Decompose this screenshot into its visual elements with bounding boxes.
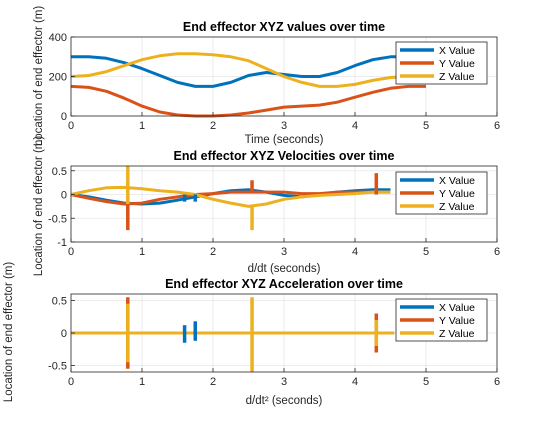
x-tick-label: 2 — [210, 246, 216, 258]
x-tick-label: 5 — [423, 376, 429, 388]
series-line-z-value — [70, 185, 391, 208]
legend-label: X Value — [439, 45, 475, 57]
x-tick-label: 2 — [210, 376, 216, 388]
x-tick-label: 6 — [494, 246, 500, 258]
x-tick-label: 4 — [352, 376, 358, 388]
y-tick-label: 0.5 — [52, 296, 67, 308]
y-tick-label: 0.5 — [52, 166, 67, 178]
x-tick-label: 1 — [139, 376, 145, 388]
legend-label: Z Value — [439, 201, 475, 213]
chart-title-2: End effector XYZ Velocities over time — [174, 149, 395, 163]
y-tick-label: 200 — [49, 72, 67, 84]
legend-label: X Value — [439, 175, 475, 187]
chart-title-1: End effector XYZ values over time — [183, 20, 385, 34]
y-tick-label: 0 — [61, 328, 67, 340]
x-tick-label: 5 — [423, 120, 429, 132]
legend-label: Y Value — [439, 58, 475, 70]
y-tick-label: -1 — [57, 237, 67, 249]
x-tick-label: 6 — [494, 120, 500, 132]
chart-panel-2: End effector XYZ Velocities over time 0 1… — [33, 136, 500, 277]
x-tick-label: 1 — [139, 246, 145, 258]
x-tick-label: 1 — [139, 120, 145, 132]
x-tick-label: 4 — [352, 246, 358, 258]
chart-title-3: End effector XYZ Acceleration over time — [165, 277, 403, 291]
y-axis-label-3: Location of end effector (m) — [3, 262, 15, 403]
legend-label: Z Value — [439, 71, 475, 83]
x-tick-label: 0 — [68, 376, 74, 388]
series-line-y-value — [70, 190, 391, 206]
series-line-y-value — [70, 84, 426, 118]
y-tick-label: 400 — [49, 32, 67, 44]
x-tick-label: 3 — [281, 246, 287, 258]
x-axis-label-3: d/dt² (seconds) — [246, 395, 323, 407]
y-tick-label: 0 — [61, 111, 67, 123]
x-tick-label: 6 — [494, 376, 500, 388]
x-axis-label-2: d/dt (seconds) — [248, 263, 321, 275]
y-tick-label: -0.5 — [48, 213, 67, 225]
x-tick-label: 0 — [68, 120, 74, 132]
x-tick-label: 4 — [352, 120, 358, 132]
chart-panel-3: End effector XYZ Acceleration over time … — [3, 262, 500, 407]
legend-label: X Value — [439, 302, 475, 314]
x-tick-label: 2 — [210, 120, 216, 132]
x-tick-label: 3 — [281, 120, 287, 132]
legend-label: Y Value — [439, 188, 475, 200]
y-axis-label-1: Location of end effector (m) — [33, 6, 45, 147]
y-axis-label-2: Location of end effector (m) — [33, 136, 45, 277]
x-tick-label: 0 — [68, 246, 74, 258]
y-tick-label: 0 — [61, 190, 67, 202]
chart-panel-1: End effector XYZ values over time 0 1 2 3 4 5… — [33, 6, 500, 147]
y-tick-label: -0.5 — [48, 361, 67, 373]
x-axis-label-1: Time (seconds) — [245, 134, 324, 146]
legend-label: Z Value — [439, 328, 475, 340]
series-line-z-value — [70, 52, 426, 88]
legend-label: Y Value — [439, 315, 475, 327]
x-tick-label: 3 — [281, 376, 287, 388]
x-tick-label: 5 — [423, 246, 429, 258]
